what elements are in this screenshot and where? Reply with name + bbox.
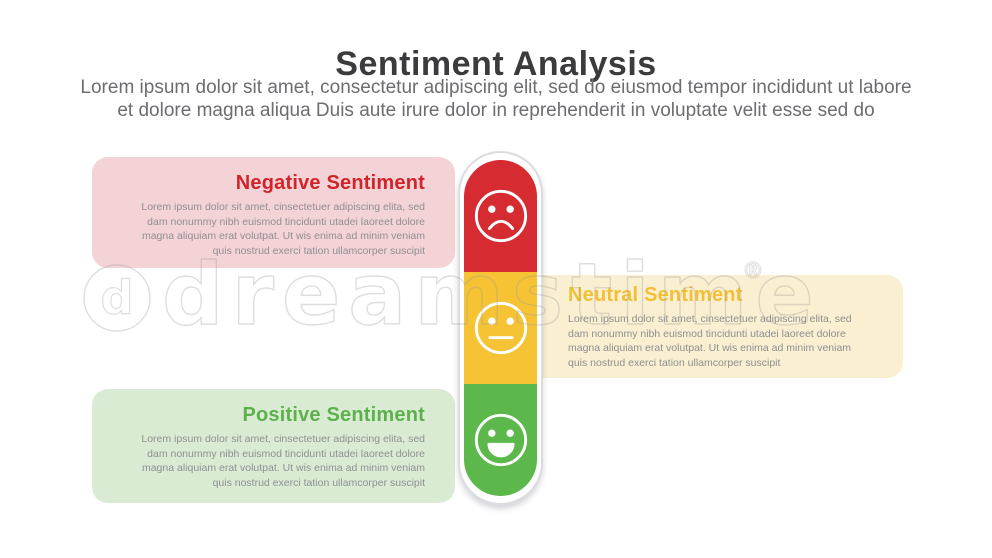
sad-face-icon bbox=[474, 189, 527, 243]
positive-card-title: Positive Sentiment bbox=[242, 404, 425, 426]
body-line: Lorem ipsum dolor sit amet, cinsectetuer… bbox=[568, 313, 852, 325]
positive-card-body: Lorem ipsum dolor sit amet, cinsectetuer… bbox=[112, 432, 425, 490]
body-line: Lorem ipsum dolor sit amet, cinsectetuer… bbox=[141, 433, 425, 445]
body-line: dam nonummy nibh euismod tincidunti utad… bbox=[147, 215, 425, 228]
neutral-sentiment-card: Neutral Sentiment Lorem ipsum dolor sit … bbox=[505, 275, 903, 378]
page-subtitle: Lorem ipsum dolor sit amet, consectetur … bbox=[0, 76, 992, 122]
positive-sentiment-card: Positive Sentiment Lorem ipsum dolor sit… bbox=[92, 389, 455, 503]
neutral-scale-segment bbox=[464, 272, 537, 384]
watermark-logo-letter: d bbox=[101, 271, 134, 325]
body-line: quis nostrud exerci tation ullamcorper s… bbox=[212, 244, 425, 257]
sentiment-scale-capsule bbox=[458, 151, 543, 505]
page-subtitle-line-1: Lorem ipsum dolor sit amet, consectetur … bbox=[80, 77, 912, 98]
body-line: quis nostrud exerci tation ullamcorper s… bbox=[212, 476, 425, 489]
dreamstime-logo-icon bbox=[83, 264, 151, 332]
neutral-card-body: Lorem ipsum dolor sit amet, cinsectetuer… bbox=[568, 312, 883, 370]
body-line: magna aliquiam erat volutpat. Ut wis eni… bbox=[141, 462, 425, 474]
negative-scale-segment bbox=[464, 160, 537, 272]
body-line: quis nostrud exerci tation ullamcorper s… bbox=[568, 356, 781, 369]
body-line: Lorem ipsum dolor sit amet, cinsectetuer… bbox=[141, 201, 425, 213]
page-subtitle-line-2: et dolore magna aliqua Duis aute irure d… bbox=[117, 100, 875, 121]
neutral-face-icon bbox=[474, 301, 527, 355]
body-line: dam nonummy nibh euismod tincidunti utad… bbox=[147, 447, 425, 460]
positive-scale-segment bbox=[464, 384, 537, 496]
neutral-card-title: Neutral Sentiment bbox=[568, 284, 743, 306]
negative-sentiment-card: Negative Sentiment Lorem ipsum dolor sit… bbox=[92, 157, 455, 268]
body-line: dam nonummy nibh euismod tincidunti utad… bbox=[568, 327, 846, 340]
negative-card-title: Negative Sentiment bbox=[235, 172, 425, 194]
sentiment-scale-segments bbox=[464, 160, 537, 496]
happy-face-icon bbox=[474, 413, 527, 467]
body-line: magna aliquiam erat volutpat. Ut wis eni… bbox=[141, 230, 425, 242]
page-title: Sentiment Analysis bbox=[335, 44, 657, 83]
body-line: magna aliquiam erat volutpat. Ut wis eni… bbox=[568, 342, 852, 354]
negative-card-body: Lorem ipsum dolor sit amet, cinsectetuer… bbox=[112, 200, 425, 258]
